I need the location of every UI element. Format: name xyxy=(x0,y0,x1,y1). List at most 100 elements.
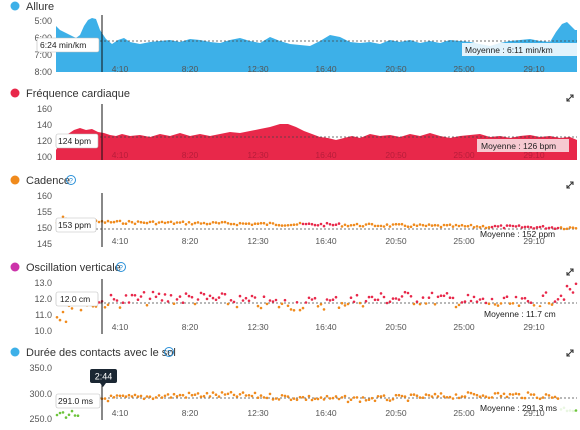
cadence-point xyxy=(544,227,548,230)
ground-contact-time-point xyxy=(379,395,383,398)
vertical-oscillation-point xyxy=(196,298,200,301)
ground-contact-time-point xyxy=(448,395,452,399)
cadence-point xyxy=(490,225,494,229)
cadence-point xyxy=(445,223,449,227)
vertical-oscillation-point xyxy=(115,299,119,302)
vertical-oscillation-point xyxy=(322,308,326,311)
vertical-oscillation-point xyxy=(283,298,287,302)
vertical-oscillation-ytick-1: 12.0 xyxy=(34,294,52,304)
vertical-oscillation-point xyxy=(433,303,437,306)
pace-ytick-0: 5:00 xyxy=(34,16,52,26)
ground-contact-time-point xyxy=(292,397,296,400)
cadence-point xyxy=(184,223,188,226)
ground-contact-time-point xyxy=(70,409,74,413)
cadence-title: Cadence xyxy=(26,175,70,187)
vertical-oscillation-point xyxy=(253,296,257,299)
expand-icon[interactable] xyxy=(566,94,574,102)
ground-contact-time-point xyxy=(244,394,248,397)
ground-contact-time-point xyxy=(553,395,557,399)
ground-contact-time-point xyxy=(157,394,161,397)
vertical-oscillation-point xyxy=(118,306,122,309)
vertical-oscillation-point xyxy=(217,296,221,299)
ground-contact-time-point xyxy=(295,398,299,402)
expand-icon[interactable] xyxy=(566,268,574,276)
vertical-oscillation-point xyxy=(403,290,407,294)
expand-icon[interactable] xyxy=(566,181,574,189)
heart-rate-ytick-1: 140 xyxy=(37,120,52,130)
cadence-point xyxy=(538,225,542,229)
vertical-oscillation-point xyxy=(166,300,170,303)
cadence-point xyxy=(283,224,287,227)
vertical-oscillation-point xyxy=(361,305,365,308)
vertical-oscillation-point xyxy=(532,304,536,307)
pace-xtick-5: 25:00 xyxy=(453,64,475,74)
svg-text:?: ? xyxy=(119,265,123,272)
vertical-oscillation-point xyxy=(427,296,431,300)
help-icon[interactable]: ? xyxy=(116,262,126,273)
ground-contact-time-point xyxy=(322,398,326,401)
vertical-oscillation-xtick-6: 29:10 xyxy=(523,322,545,332)
cadence-point xyxy=(439,225,443,229)
ground-contact-time-point xyxy=(175,395,179,398)
help-icon[interactable]: ? xyxy=(164,347,174,358)
cadence-point xyxy=(382,225,386,228)
ground-contact-time-point xyxy=(388,399,392,402)
ground-contact-time-point xyxy=(211,391,215,394)
vertical-oscillation-ytick-3: 10.0 xyxy=(34,326,52,336)
pace-area xyxy=(56,18,577,72)
ground-contact-time-point xyxy=(496,391,500,395)
ground-contact-time-point xyxy=(529,393,533,396)
cadence-point xyxy=(139,220,143,224)
cadence-point xyxy=(559,226,563,229)
vertical-oscillation-point xyxy=(127,301,131,304)
ground-contact-time-point xyxy=(442,395,446,398)
vertical-oscillation-point xyxy=(547,302,551,305)
ground-contact-time-marker-box xyxy=(55,393,101,409)
ground-contact-time-point xyxy=(331,396,335,400)
vertical-oscillation-point xyxy=(241,299,245,302)
cadence-point xyxy=(220,220,224,224)
cadence-point xyxy=(313,223,317,227)
pace-panel: Allure 5:00 6:00 7:00 8:00 6:24 min/km M… xyxy=(10,1,578,77)
ground-contact-time-marker-value: 291.0 ms xyxy=(58,396,93,406)
cadence-point xyxy=(502,226,506,230)
cadence-point xyxy=(337,222,341,225)
cadence-point xyxy=(460,223,464,227)
vertical-oscillation-point xyxy=(112,298,116,301)
ground-contact-time-point xyxy=(382,394,386,397)
ground-contact-time-point xyxy=(307,394,311,398)
cadence-ytick-2: 150 xyxy=(37,223,52,233)
ground-contact-time-point xyxy=(241,391,245,394)
vertical-oscillation-point xyxy=(331,298,335,302)
ground-contact-time-point xyxy=(67,413,71,417)
vertical-oscillation-point xyxy=(550,303,554,306)
pace-xtick-3: 16:40 xyxy=(315,64,337,74)
ground-contact-time-ytick-1: 300.0 xyxy=(29,389,52,399)
ground-contact-time-point xyxy=(460,395,464,398)
vertical-oscillation-point xyxy=(553,300,557,303)
vertical-oscillation-marker-box xyxy=(55,291,99,307)
cadence-point xyxy=(190,223,194,226)
help-icon[interactable]: ? xyxy=(66,175,76,186)
vertical-oscillation-point xyxy=(298,308,302,312)
cadence-point xyxy=(349,224,353,227)
ground-contact-time-point xyxy=(346,400,350,404)
cadence-point xyxy=(235,223,239,227)
cadence-point xyxy=(361,225,365,228)
ground-contact-time-point xyxy=(337,397,341,401)
ground-contact-time-point xyxy=(202,394,206,398)
ground-contact-time-point xyxy=(556,397,560,400)
vertical-oscillation-point xyxy=(313,296,317,300)
cadence-point xyxy=(145,221,149,225)
vertical-oscillation-point xyxy=(229,299,233,302)
vertical-oscillation-point xyxy=(499,302,503,305)
ground-contact-time-average-label: Moyenne : 291.3 ms xyxy=(480,403,557,413)
cadence-point xyxy=(160,220,164,224)
expand-icon[interactable] xyxy=(566,349,574,357)
ground-contact-time-point xyxy=(310,398,314,402)
vertical-oscillation-point xyxy=(529,301,533,305)
vertical-oscillation-point xyxy=(109,293,113,297)
cadence-ytick-1: 155 xyxy=(37,207,52,217)
ground-contact-time-point xyxy=(121,394,125,398)
ground-contact-time-point xyxy=(103,397,107,400)
